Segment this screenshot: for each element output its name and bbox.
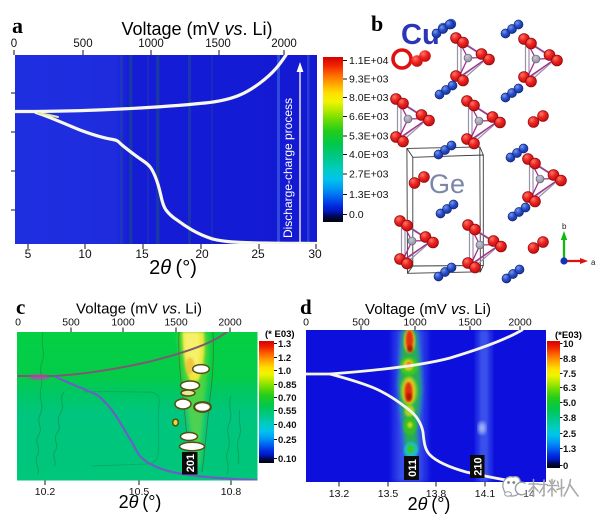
svg-text:10: 10 <box>563 339 574 350</box>
svg-text:0.25: 0.25 <box>278 435 297 446</box>
svg-text:8.8: 8.8 <box>563 354 576 365</box>
svg-text:5.0: 5.0 <box>563 398 576 409</box>
svg-text:2000: 2000 <box>508 317 532 329</box>
svg-text:1.0: 1.0 <box>278 366 291 377</box>
svg-text:1500: 1500 <box>164 317 188 329</box>
svg-text:8.0E+03: 8.0E+03 <box>349 92 389 104</box>
svg-text:6.3: 6.3 <box>563 383 576 394</box>
svg-text:Voltage (mV vs. Li): Voltage (mV vs. Li) <box>76 301 202 318</box>
svg-text:(*E03): (*E03) <box>555 330 582 341</box>
svg-text:30: 30 <box>308 247 322 261</box>
svg-text:a: a <box>12 13 23 38</box>
svg-text:7.5: 7.5 <box>563 369 577 380</box>
svg-text:6.6E+03: 6.6E+03 <box>349 111 389 123</box>
svg-text:0.0: 0.0 <box>349 209 364 221</box>
svg-text:201: 201 <box>185 454 197 472</box>
svg-text:d: d <box>300 295 312 319</box>
svg-text:0.55: 0.55 <box>278 406 297 417</box>
svg-text:500: 500 <box>352 317 370 329</box>
svg-text:13.5: 13.5 <box>378 488 399 500</box>
svg-text:b: b <box>371 11 383 36</box>
svg-text:2.5: 2.5 <box>563 429 577 440</box>
svg-text:1000: 1000 <box>138 38 164 50</box>
svg-text:10.8: 10.8 <box>221 486 242 498</box>
svg-text:(* E03): (* E03) <box>265 329 295 340</box>
svg-text:1.3E+03: 1.3E+03 <box>349 189 389 201</box>
svg-text:0: 0 <box>563 461 568 472</box>
svg-text:1500: 1500 <box>458 317 482 329</box>
svg-text:1500: 1500 <box>205 38 231 50</box>
svg-text:9.3E+03: 9.3E+03 <box>349 74 389 86</box>
svg-text:13.8: 13.8 <box>426 488 447 500</box>
svg-text:b: b <box>562 222 567 231</box>
svg-text:2θ (°): 2θ (°) <box>149 257 197 279</box>
svg-text:5: 5 <box>25 247 32 261</box>
svg-text:Voltage (mV vs. Li): Voltage (mV vs. Li) <box>121 19 272 39</box>
svg-text:2θ (°): 2θ (°) <box>408 494 451 514</box>
svg-text:14: 14 <box>523 488 535 500</box>
svg-text:25: 25 <box>251 247 265 261</box>
svg-text:Ge: Ge <box>429 169 465 199</box>
svg-text:2000: 2000 <box>271 38 297 50</box>
svg-text:13.2: 13.2 <box>329 488 350 500</box>
svg-text:500: 500 <box>73 38 92 50</box>
svg-text:0.70: 0.70 <box>278 393 297 404</box>
svg-text:4.0E+03: 4.0E+03 <box>349 149 389 161</box>
svg-text:0.85: 0.85 <box>278 380 297 391</box>
svg-text:10: 10 <box>78 247 92 261</box>
svg-text:011: 011 <box>407 459 419 477</box>
svg-text:1.3: 1.3 <box>563 444 576 455</box>
svg-text:1.3: 1.3 <box>278 339 291 350</box>
svg-text:15: 15 <box>135 247 149 261</box>
svg-text:0: 0 <box>303 317 309 329</box>
svg-text:3.8: 3.8 <box>563 413 576 424</box>
svg-text:c: c <box>16 295 25 319</box>
svg-text:10.5: 10.5 <box>129 486 150 498</box>
svg-text:10.2: 10.2 <box>35 486 56 498</box>
svg-text:0.40: 0.40 <box>278 420 297 431</box>
svg-text:2θ (°): 2θ (°) <box>119 492 162 512</box>
svg-text:1000: 1000 <box>111 317 135 329</box>
svg-text:Voltage (mV vs. Li): Voltage (mV vs. Li) <box>365 301 491 318</box>
svg-text:1.2: 1.2 <box>278 353 291 364</box>
svg-text:2000: 2000 <box>218 317 242 329</box>
svg-text:14.1: 14.1 <box>475 488 496 500</box>
svg-text:500: 500 <box>62 317 80 329</box>
svg-text:a: a <box>591 258 596 267</box>
svg-text:1000: 1000 <box>403 317 427 329</box>
svg-text:2.7E+03: 2.7E+03 <box>349 169 389 181</box>
svg-text:Discharge-charge process: Discharge-charge process <box>281 98 295 238</box>
svg-text:1.1E+04: 1.1E+04 <box>349 55 389 67</box>
svg-text:0: 0 <box>15 317 21 329</box>
svg-text:0: 0 <box>11 38 17 50</box>
svg-text:20: 20 <box>195 247 209 261</box>
svg-text:5.3E+03: 5.3E+03 <box>349 131 389 143</box>
svg-text:210: 210 <box>472 457 484 475</box>
svg-text:0.10: 0.10 <box>278 454 297 465</box>
